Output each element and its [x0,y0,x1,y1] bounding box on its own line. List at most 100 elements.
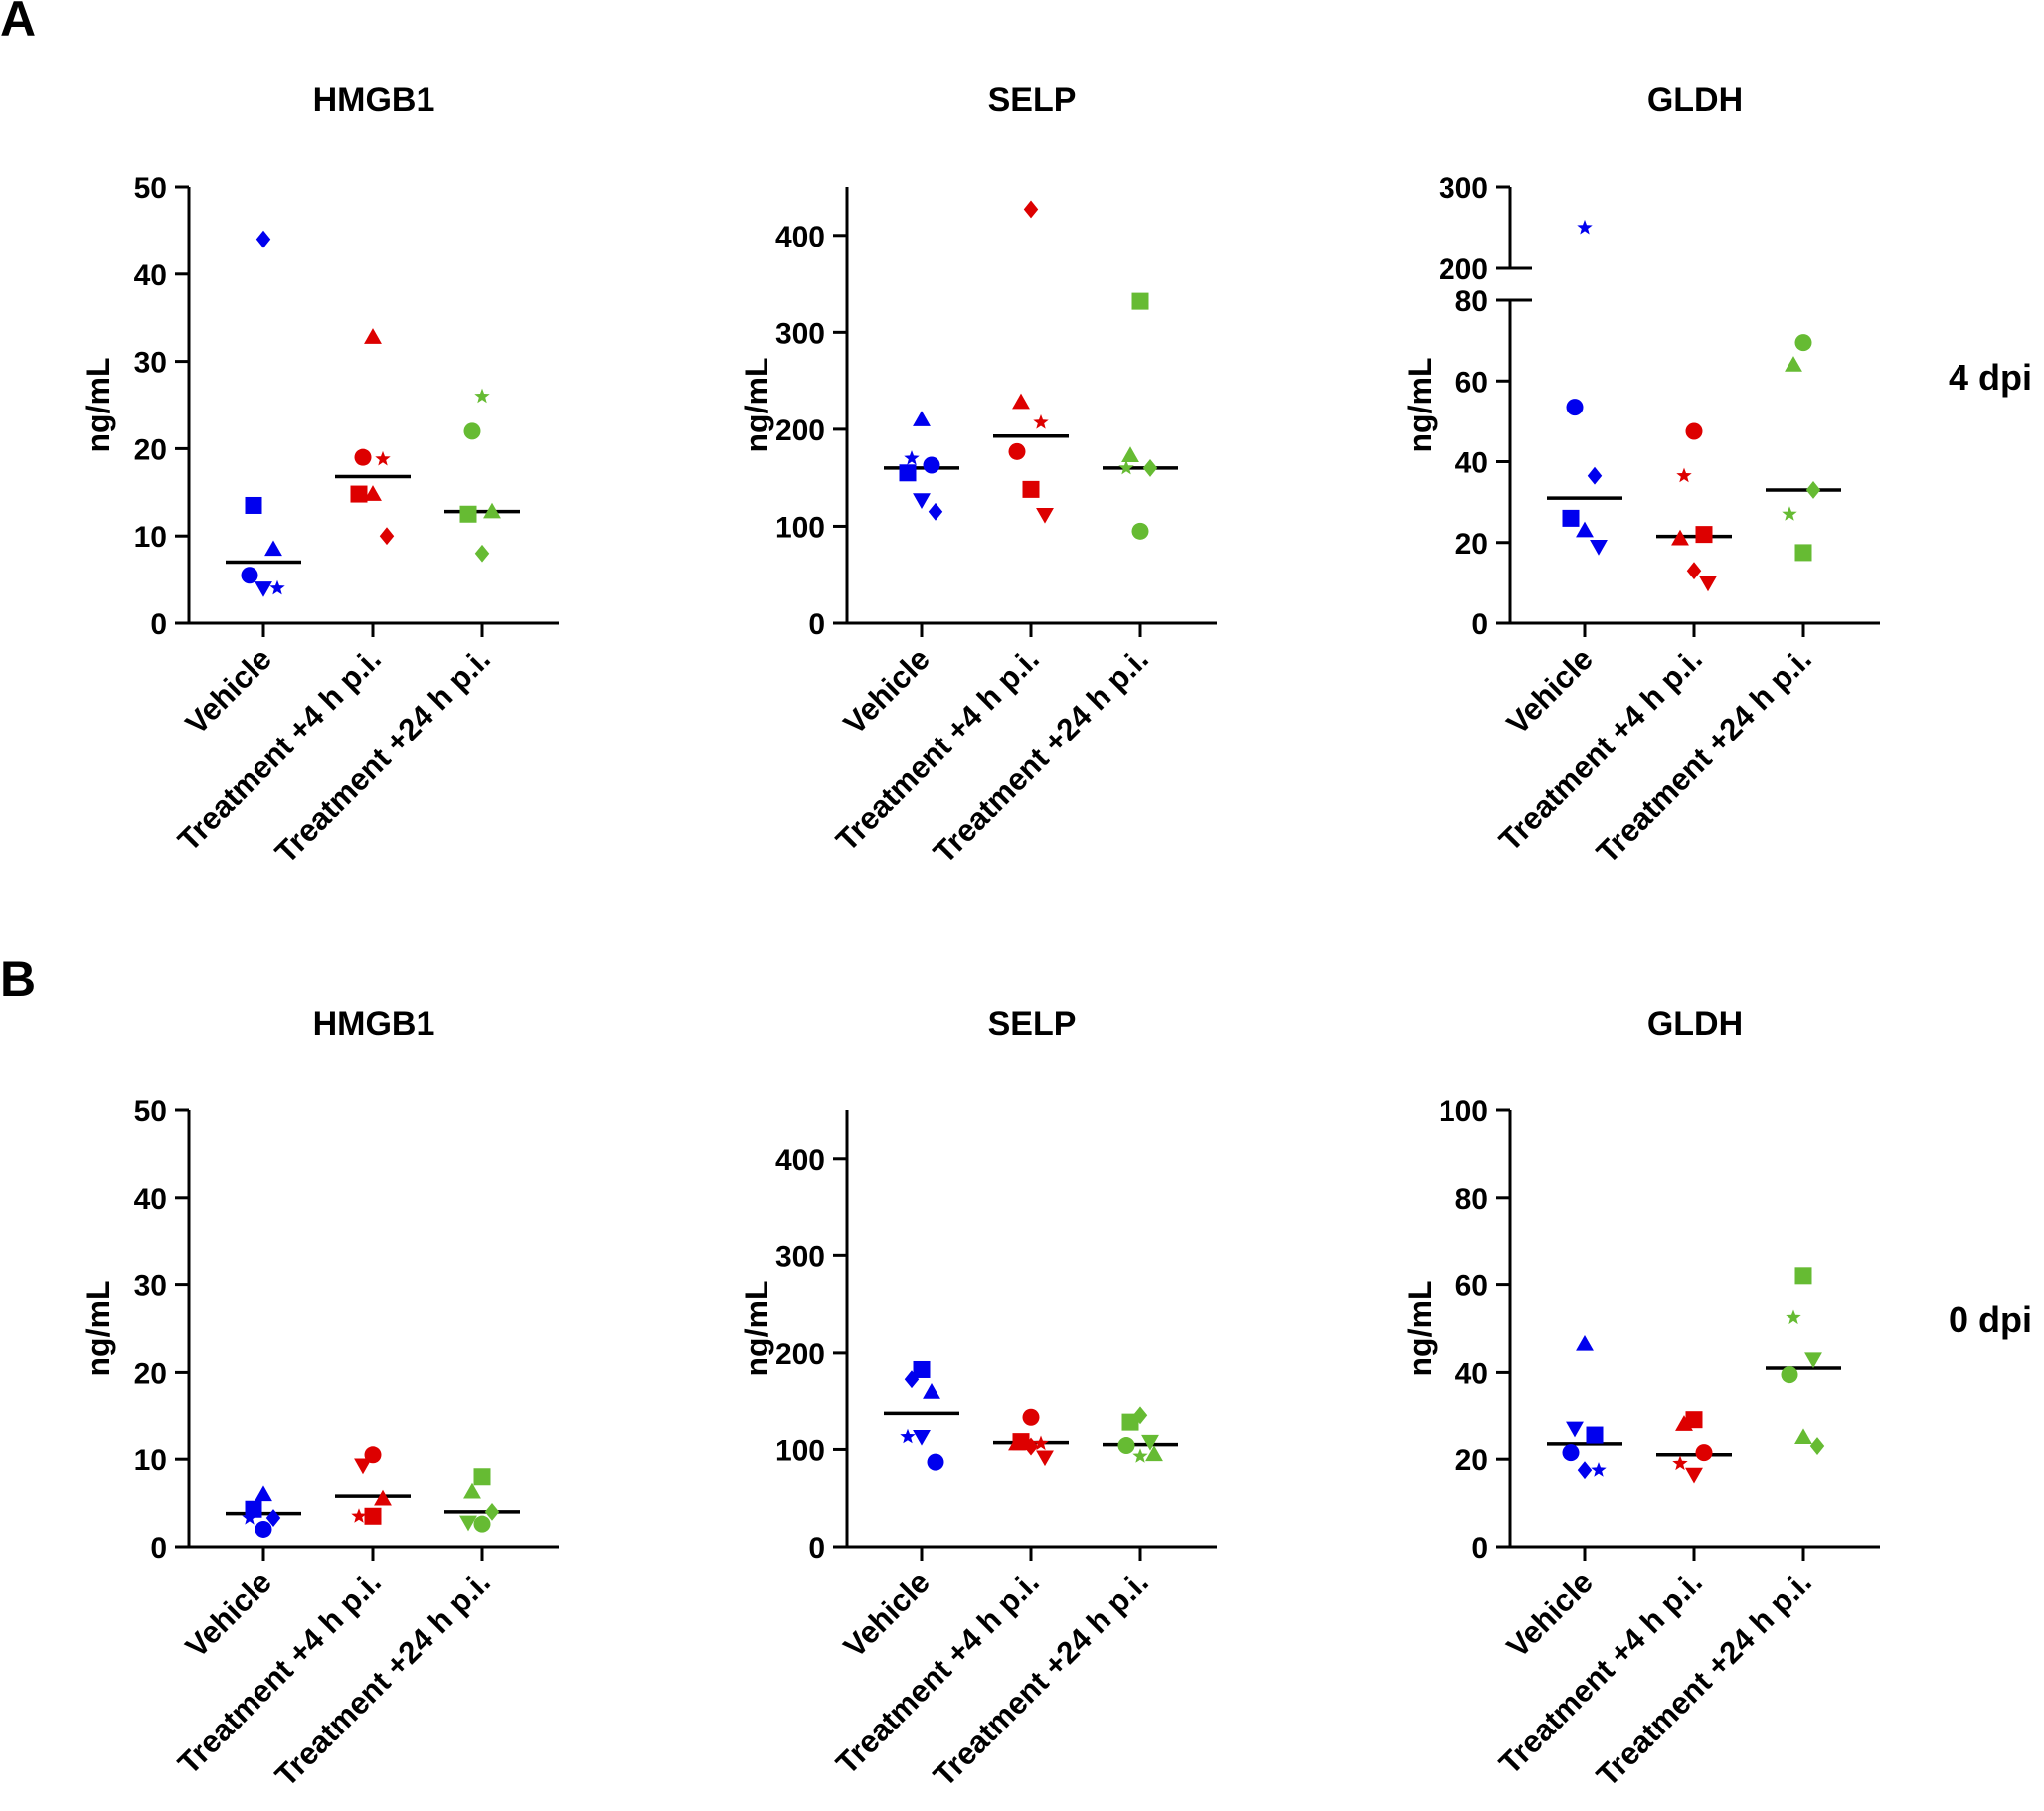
x-category-label: Treatment +4 h p.i. [829,641,1046,858]
data-point-star [1786,1309,1801,1325]
data-point-square [459,505,477,523]
data-point-square [350,485,368,503]
y-tick-label: 0 [1471,608,1488,641]
data-point-star [269,579,285,595]
data-point-star [351,1508,367,1523]
data-point-triangle-up [1671,529,1689,546]
y-tick-label: 300 [775,317,825,350]
y-tick-label: 60 [1455,366,1488,399]
data-point-star [1033,1435,1049,1451]
data-point-star [242,1510,257,1525]
data-point-circle [473,1515,491,1533]
y-tick-label: 40 [134,259,167,292]
data-point-triangle-down [1141,1434,1159,1451]
data-point-square [1562,509,1580,527]
x-category-label: Vehicle [179,641,278,741]
y-tick-label: 10 [134,521,167,554]
data-point-diamond [1132,1406,1148,1425]
data-point-circle [1685,422,1703,440]
data-point-diamond [1577,1461,1593,1480]
data-point-square [1022,480,1040,498]
x-category-label: Treatment +4 h p.i. [171,1564,388,1781]
y-tick-label: 20 [1455,1444,1488,1477]
data-point-triangle-up [374,1489,392,1506]
data-point-triangle-up [364,485,382,501]
panel-letter-a: A [0,0,36,47]
data-point-triangle-down [354,1458,372,1475]
data-point-triangle-up [913,411,931,426]
data-point-triangle-down [913,1429,931,1446]
y-tick-label: 0 [808,1532,825,1564]
y-tick-label: 400 [775,221,825,253]
data-point-circle [927,1453,944,1471]
x-category-label: Treatment +24 h p.i. [1590,641,1818,870]
data-point-square [1794,1267,1812,1285]
x-category-label: Treatment +4 h p.i. [829,1564,1046,1781]
y-tick-label: 200 [775,414,825,447]
data-point-diamond [1587,466,1603,485]
y-tick-label: 40 [134,1183,167,1216]
data-point-star [1676,467,1692,483]
data-point-square [245,496,262,514]
data-point-triangle-down [1036,507,1054,524]
x-category-label: Vehicle [179,1564,278,1664]
x-category-label: Vehicle [837,641,937,741]
data-point-triangle-down [1566,1421,1584,1438]
row-label-0dpi: 0 dpi [1949,1299,2032,1340]
data-point-triangle-up [1794,1428,1812,1445]
x-category-label: Treatment +24 h p.i. [927,1564,1155,1793]
x-category-label: Treatment +24 h p.i. [268,641,497,870]
data-point-square [1685,1411,1703,1429]
y-tick-label: 400 [775,1144,825,1177]
data-point-diamond [904,1370,920,1389]
data-point-circle [1022,1408,1040,1426]
data-point-diamond [1805,481,1821,499]
data-point-circle [1131,522,1149,540]
data-point-star [900,1428,916,1444]
data-point-diamond [265,1509,281,1527]
data-point-square [913,1360,931,1378]
chart-gldh-a: GLDH ng/mL 200 300 0 20 40 60 80 VehicleTreatment… [1402,82,1880,870]
y-tick-label: 50 [134,1095,167,1128]
y-axis-label: ng/mL [81,358,116,453]
y-axis-label: ng/mL [81,1281,116,1377]
data-point-square [364,1507,382,1525]
y-tick-label: 60 [1455,1270,1488,1303]
data-point-triangle-up [1576,1334,1594,1351]
data-point-circle [1781,1366,1798,1384]
y-axis-label: ng/mL [1402,1281,1438,1377]
data-point-square [1695,526,1713,544]
data-point-triangle-down [1036,1450,1054,1467]
data-point-star [904,450,920,465]
data-point-triangle-down [1804,1352,1822,1369]
data-point-diamond [928,502,943,521]
data-point-circle [241,567,258,584]
y-tick-label: 80 [1455,285,1488,318]
data-point-triangle-up [1675,1415,1693,1431]
y-axis-label: ng/mL [739,358,774,453]
data-point-star [1577,219,1593,235]
chart-title: SELP [988,82,1077,119]
data-point-circle [1117,1437,1135,1455]
data-point-triangle-up [923,1382,940,1399]
data-point-diamond [379,527,395,546]
data-point-triangle-down [913,493,931,510]
y-tick-label: 100 [775,511,825,544]
data-point-star [1782,506,1797,521]
chart-title: HMGB1 [313,82,435,119]
y-tick-label: 0 [150,608,167,641]
y-tick-label: 40 [1455,447,1488,480]
data-point-diamond [484,1502,500,1521]
y-axis-label: ng/mL [739,1281,774,1377]
data-point-diamond [256,230,271,248]
y-tick-label: 30 [134,1270,167,1303]
data-point-triangle-up [1012,393,1030,410]
data-point-circle [1562,1444,1580,1462]
data-point-square [1586,1426,1604,1444]
y-tick-label: 20 [134,433,167,466]
